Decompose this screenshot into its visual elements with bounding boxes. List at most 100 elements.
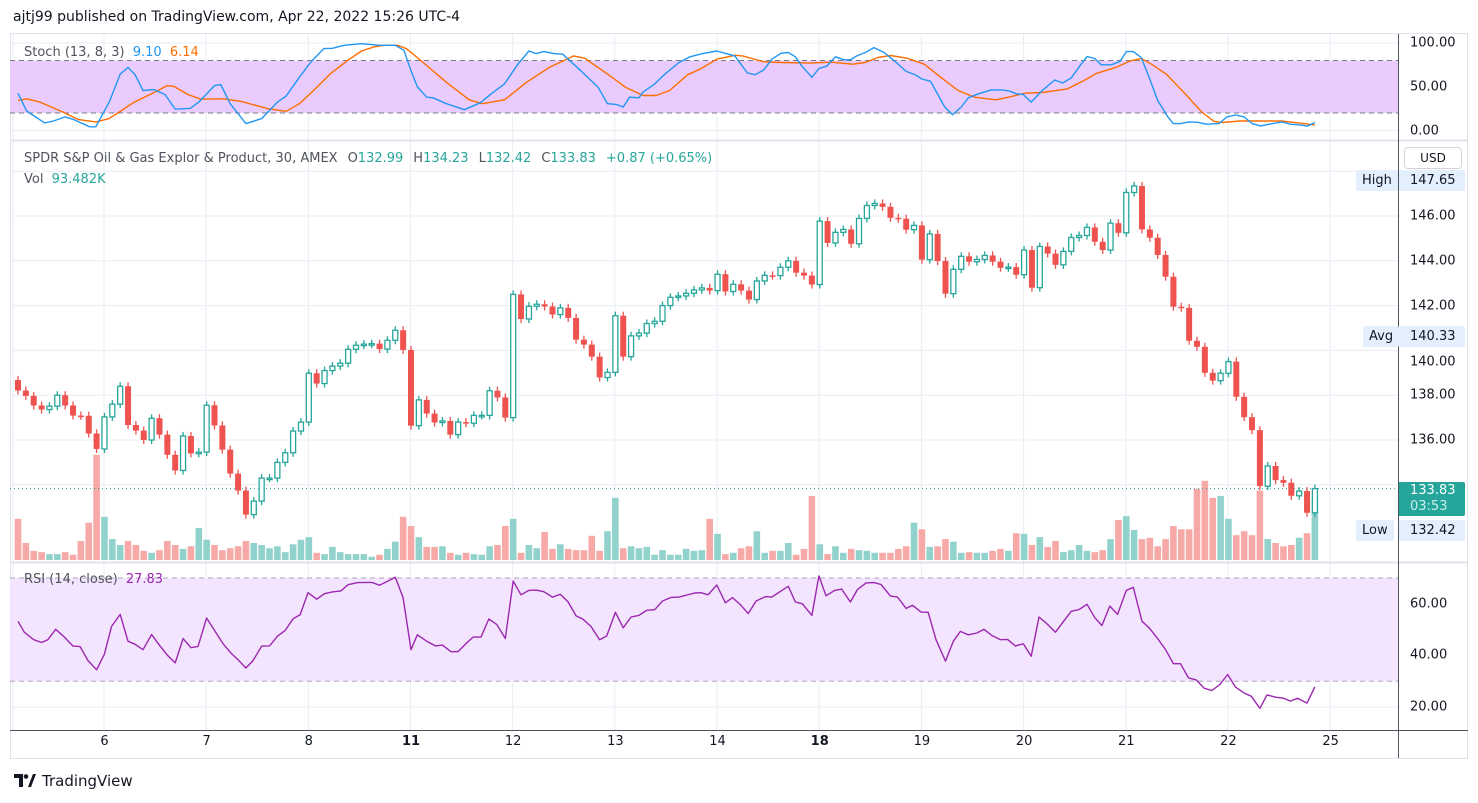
candle[interactable] — [973, 255, 981, 266]
candle[interactable] — [604, 368, 611, 382]
candle[interactable] — [533, 300, 540, 311]
candle[interactable] — [494, 386, 501, 402]
candle[interactable] — [903, 214, 910, 234]
candle[interactable] — [1130, 181, 1138, 197]
candle[interactable] — [1083, 223, 1091, 240]
candle[interactable] — [203, 401, 210, 457]
candle[interactable] — [1311, 484, 1319, 517]
candle[interactable] — [958, 252, 965, 274]
candle[interactable] — [1115, 219, 1122, 237]
candle[interactable] — [1233, 357, 1240, 401]
candle[interactable] — [918, 221, 925, 264]
candle[interactable] — [627, 331, 635, 361]
candle[interactable] — [887, 202, 894, 222]
candle[interactable] — [966, 252, 973, 266]
candle[interactable] — [486, 386, 493, 420]
candle[interactable] — [950, 265, 957, 298]
candle[interactable] — [470, 411, 478, 428]
candle[interactable] — [125, 382, 132, 430]
candle[interactable] — [910, 221, 918, 234]
candle[interactable] — [1225, 357, 1232, 378]
candle[interactable] — [588, 340, 595, 361]
candle[interactable] — [510, 290, 517, 422]
candle[interactable] — [368, 339, 375, 349]
candle[interactable] — [596, 352, 603, 382]
candle[interactable] — [187, 431, 194, 458]
candle[interactable] — [1162, 250, 1169, 281]
candle[interactable] — [227, 445, 234, 478]
candle[interactable] — [408, 345, 414, 430]
candle[interactable] — [70, 401, 77, 420]
candle[interactable] — [855, 214, 863, 248]
candle[interactable] — [808, 271, 815, 289]
candle[interactable] — [580, 335, 587, 349]
candle[interactable] — [1075, 231, 1083, 242]
candle[interactable] — [1052, 249, 1059, 269]
candle[interactable] — [879, 199, 886, 211]
candle[interactable] — [117, 382, 124, 409]
candle[interactable] — [455, 418, 462, 439]
candle[interactable] — [871, 199, 878, 210]
candle[interactable] — [698, 283, 705, 294]
candle[interactable] — [675, 291, 682, 302]
candle[interactable] — [1304, 487, 1311, 517]
candle[interactable] — [1005, 263, 1012, 272]
candle[interactable] — [659, 301, 666, 326]
candle[interactable] — [329, 362, 336, 375]
candle[interactable] — [557, 303, 564, 319]
candle[interactable] — [30, 391, 37, 410]
candle[interactable] — [282, 448, 289, 467]
candle[interactable] — [1264, 461, 1271, 491]
candle[interactable] — [400, 326, 407, 354]
candle[interactable] — [643, 319, 650, 338]
candle[interactable] — [85, 411, 92, 438]
candle[interactable] — [730, 280, 737, 296]
candle[interactable] — [1099, 237, 1106, 255]
candle[interactable] — [305, 369, 312, 427]
candle[interactable] — [478, 411, 485, 420]
candle[interactable] — [1209, 368, 1216, 385]
candle[interactable] — [997, 257, 1004, 272]
candle[interactable] — [942, 256, 949, 298]
candle[interactable] — [344, 345, 352, 368]
candle[interactable] — [989, 251, 996, 266]
candle[interactable] — [518, 290, 525, 324]
candle[interactable] — [1107, 219, 1114, 255]
candle[interactable] — [1186, 303, 1193, 345]
candle[interactable] — [423, 395, 430, 418]
candle[interactable] — [667, 293, 674, 310]
candle[interactable] — [1013, 263, 1020, 279]
candle[interactable] — [1296, 487, 1303, 500]
candle[interactable] — [297, 418, 305, 436]
candle[interactable] — [635, 329, 643, 340]
currency-button[interactable]: USD — [1404, 147, 1462, 169]
candle[interactable] — [801, 268, 807, 280]
candle[interactable] — [1020, 246, 1028, 279]
candle[interactable] — [1194, 336, 1200, 351]
candle[interactable] — [179, 431, 187, 475]
candle[interactable] — [1138, 181, 1145, 234]
candle[interactable] — [1068, 233, 1075, 256]
candle[interactable] — [211, 401, 218, 430]
candle[interactable] — [541, 300, 548, 311]
candle[interactable] — [140, 426, 147, 445]
candle[interactable] — [62, 391, 69, 410]
candle[interactable] — [337, 359, 344, 371]
candle[interactable] — [156, 414, 163, 439]
candle[interactable] — [565, 303, 572, 322]
candle[interactable] — [753, 276, 760, 304]
candle[interactable] — [620, 311, 627, 361]
candle[interactable] — [1123, 188, 1130, 237]
candle[interactable] — [172, 450, 179, 475]
candle[interactable] — [274, 458, 281, 483]
candle[interactable] — [219, 421, 226, 454]
candle[interactable] — [1178, 302, 1185, 312]
candle[interactable] — [447, 416, 454, 439]
candle[interactable] — [313, 369, 320, 388]
candle[interactable] — [22, 386, 29, 400]
candle[interactable] — [250, 497, 257, 519]
candle[interactable] — [77, 411, 84, 420]
candle[interactable] — [242, 486, 249, 519]
candle[interactable] — [258, 474, 265, 506]
